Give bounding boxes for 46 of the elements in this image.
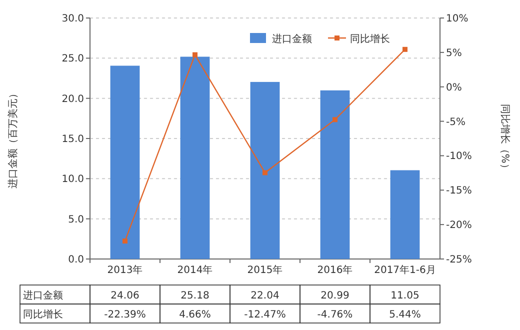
data-label: -12.47%	[244, 310, 286, 320]
y2-tick-label: 0%	[446, 82, 462, 94]
data-label: -22.39%	[104, 310, 146, 320]
bar	[180, 56, 210, 259]
bar	[250, 82, 280, 259]
y-tick-label: 5.0	[68, 214, 84, 226]
data-label: 5.44%	[389, 310, 421, 320]
x-tick-label: 2014年	[177, 264, 213, 276]
y-tick-label: 0.0	[68, 254, 84, 266]
y-tick-label: 10.0	[62, 174, 84, 186]
data-label: -4.76%	[317, 310, 353, 320]
y2-tick-label: 10%	[446, 14, 468, 24]
legend-label: 进口金额	[272, 33, 312, 45]
x-tick-label: 2015年	[247, 264, 283, 276]
data-label: 22.04	[250, 290, 280, 302]
y2-tick-label: 5%	[446, 48, 462, 59]
x-tick-label: 2016年	[317, 264, 353, 276]
y2-tick-label: -20%	[446, 220, 472, 232]
y-tick-label: 30.0	[62, 14, 84, 24]
legend-label: 同比增长	[350, 33, 390, 45]
y2-tick-label: -10%	[446, 151, 472, 162]
x-tick-label: 2017年1-6月	[374, 264, 436, 276]
y2-axis-title: 同比增长（%）	[499, 104, 511, 174]
data-label: 24.06	[110, 290, 140, 302]
bar	[320, 90, 350, 259]
bar	[390, 170, 420, 259]
point	[402, 46, 408, 52]
text: 进口金额	[23, 290, 63, 302]
point	[122, 238, 128, 244]
data-label: 20.99	[320, 290, 350, 302]
y2-tick-label: -15%	[446, 186, 472, 197]
y2-tick-label: -5%	[446, 116, 466, 128]
point	[332, 117, 338, 122]
y-tick-label: 15.0	[62, 134, 84, 145]
y-tick-label: 20.0	[62, 94, 84, 105]
y-tick-label: 25.0	[62, 54, 84, 65]
y2-tick-label: -25%	[446, 254, 472, 266]
data-label: 4.66%	[179, 310, 211, 320]
x-tick-label: 2013年	[107, 264, 143, 276]
text: 同比增长	[23, 310, 63, 320]
data-label: 25.18	[180, 290, 210, 302]
point	[192, 52, 198, 58]
point	[262, 170, 268, 176]
data-label: 11.05	[390, 290, 420, 302]
bar	[110, 66, 140, 259]
y-axis-title: 进口金额（百万美元）	[7, 88, 19, 188]
